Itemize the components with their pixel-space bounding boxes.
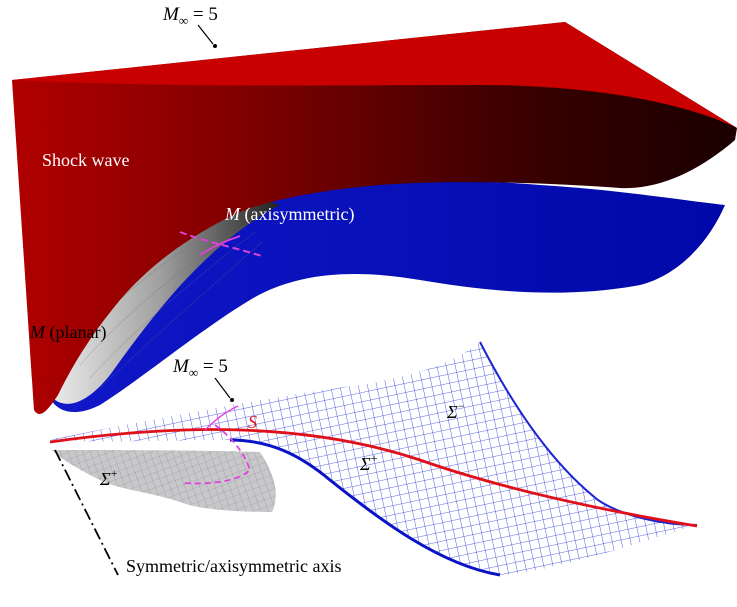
mach-top-label: M∞ = 5 bbox=[162, 4, 218, 48]
bottom-lower-edge bbox=[229, 438, 501, 577]
mach-bottom-pointer bbox=[214, 377, 231, 399]
axis-label: Symmetric/axisymmetric axis bbox=[126, 556, 341, 576]
shock-wave-sheet bbox=[12, 22, 737, 415]
s-curve-line bbox=[49, 428, 698, 528]
shock-wave-label: Shock wave bbox=[42, 150, 129, 170]
symmetric-axis-line bbox=[54, 449, 119, 576]
mach-top-pointer bbox=[197, 24, 214, 45]
bottom-magenta-solid bbox=[204, 405, 239, 431]
m-planar-label: M (planar) bbox=[29, 322, 106, 343]
m-axisymmetric-dashed-curve bbox=[179, 231, 263, 257]
bottom-gray-underside bbox=[52, 450, 276, 512]
bottom-magenta-dashed bbox=[182, 424, 252, 485]
mach-bottom-label: M∞ = 5 bbox=[172, 356, 234, 402]
sigma-plus-right-label: Σ+ bbox=[359, 451, 378, 474]
m-axisymmetric-curve bbox=[199, 235, 241, 256]
bottom-mesh-sheet bbox=[48, 342, 697, 575]
m-axisymmetric-label: M (axisymmetric) bbox=[224, 204, 354, 225]
s-curve-label: S bbox=[248, 412, 257, 432]
sigma-plus-left-label: Σ+ bbox=[99, 466, 118, 489]
top-gray-body bbox=[40, 202, 280, 404]
bottom-mesh-surface bbox=[48, 341, 698, 577]
svg-text:M∞ = 5: M∞ = 5 bbox=[172, 356, 228, 380]
shock-top-face bbox=[12, 22, 737, 128]
bottom-mesh-edge bbox=[479, 341, 698, 526]
top-shock-surface bbox=[12, 22, 737, 415]
sigma-minus-label: Σ− bbox=[446, 399, 465, 422]
svg-text:M∞ = 5: M∞ = 5 bbox=[162, 4, 218, 28]
